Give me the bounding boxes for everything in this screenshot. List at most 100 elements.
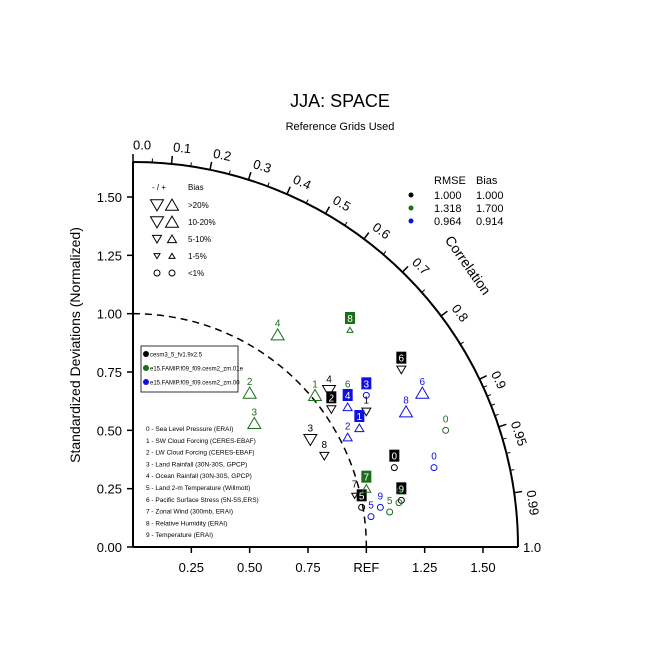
data-point-marker <box>325 405 337 415</box>
data-point: 1 <box>353 410 365 433</box>
bias-legend-label: <1% <box>188 269 204 278</box>
table-bias-value: 1.000 <box>476 190 504 202</box>
correlation-tick <box>324 206 331 214</box>
data-point-marker <box>362 391 370 399</box>
data-point: 2 <box>342 421 354 442</box>
bias-legend-label: 10-20% <box>188 218 216 227</box>
variable-list-item: 2 - LW Cloud Forcing (CERES-EBAF) <box>146 450 255 457</box>
axis-ticks: 0.000.250.500.751.001.251.500.25 0.50 0.75… <box>97 137 542 575</box>
bias-legend-marker-plus <box>168 269 176 277</box>
data-point-label: 6 <box>345 379 351 390</box>
y-tick-label: 0.25 <box>97 482 122 497</box>
data-point-marker <box>353 422 365 433</box>
data-point: 9 <box>395 487 403 507</box>
case-legend: cesm3_5_fv1.9x2.5 e15.FAMIP.f09_f09.cesm2… <box>140 345 244 393</box>
correlation-tick-label: 0.7 <box>409 255 432 278</box>
data-point-label: 6 <box>399 354 405 365</box>
data-point: 7 <box>350 480 359 500</box>
table-header-bias: Bias <box>476 175 498 187</box>
data-point-marker <box>318 451 330 462</box>
correlation-tick-label: 0.95 <box>508 419 530 448</box>
data-point-label: 8 <box>322 440 328 451</box>
data-point-label-box <box>361 470 372 483</box>
data-point: 3 <box>361 377 372 399</box>
data-point: 0 <box>389 449 400 472</box>
data-point: 6 <box>414 377 430 399</box>
correlation-tick <box>209 161 213 170</box>
correlation-tick-label: 0.99 <box>524 489 542 516</box>
y-tick-label: 1.00 <box>97 307 122 322</box>
correlation-tick <box>440 310 448 317</box>
case-legend-box <box>140 345 239 393</box>
data-point-marker <box>386 508 394 516</box>
data-point-marker <box>430 464 438 472</box>
correlation-tick <box>401 265 409 273</box>
data-point-label-box <box>326 391 337 404</box>
data-point-marker <box>376 503 384 511</box>
y-tick-label: 0.75 <box>97 365 122 380</box>
correlation-tick-label: 0.9 <box>488 368 509 391</box>
table-rmse-value: 0.964 <box>434 216 462 228</box>
chart-subtitle: Reference Grids Used <box>286 121 395 133</box>
variable-list: 0 - Sea Level Pressure (ERAI) 1 - SW Clou… <box>146 426 259 539</box>
data-point-marker <box>342 401 354 412</box>
correlation-minor-tick <box>506 451 511 454</box>
data-point-label: 4 <box>345 391 351 402</box>
correlation-minor-tick <box>305 199 309 204</box>
data-point-marker <box>367 513 375 521</box>
table-case-dot <box>408 218 414 224</box>
correlation-minor-tick <box>502 437 507 440</box>
correlation-tick <box>286 186 291 195</box>
data-point-label: 7 <box>364 473 370 484</box>
variable-list-item: 1 - SW Cloud Forcing (CERES-EBAF) <box>146 438 256 445</box>
y-tick-label: 1.25 <box>97 248 122 263</box>
correlation-minor-tick <box>344 221 348 226</box>
data-point-label: 5 <box>359 491 365 502</box>
bias-legend-label: 5-10% <box>188 235 211 244</box>
data-point-label: 1 <box>312 379 318 390</box>
bias-legend-marker-minus <box>153 253 161 260</box>
data-point: 5 <box>356 489 367 511</box>
correlation-tick <box>247 171 252 180</box>
data-point-label: 4 <box>326 375 332 386</box>
data-point-marker <box>390 464 398 472</box>
bias-legend-marker-minus <box>153 269 161 277</box>
data-point: 9 <box>396 482 407 504</box>
bias-legend-marker-minus <box>151 234 163 245</box>
case-legend-dot <box>143 365 149 371</box>
data-point-marker <box>395 499 403 507</box>
data-point-label-box <box>354 410 365 422</box>
data-point-label-box <box>342 389 353 401</box>
data-point-label-box <box>345 312 355 324</box>
data-point: 2 <box>325 391 337 415</box>
data-point-label: 8 <box>403 396 409 407</box>
table-rmse-value: 1.318 <box>434 203 462 215</box>
data-point-marker <box>350 492 359 500</box>
correlation-tick <box>514 490 523 494</box>
data-point-label: 4 <box>275 319 281 330</box>
data-point: 8 <box>398 396 414 418</box>
correlation-tick <box>170 155 174 165</box>
variable-list-item: 4 - Ocean Rainfall (30N-30S, GPCP) <box>146 473 252 480</box>
data-point: 4 <box>342 389 354 412</box>
correlation-minor-tick <box>190 162 192 167</box>
data-point-marker <box>360 483 372 493</box>
data-point: 3 <box>302 424 318 447</box>
bias-legend-marker-minus <box>149 216 165 229</box>
variable-list-item: 9 - Temperature (ERAI) <box>146 532 213 539</box>
correlation-minor-tick <box>382 251 387 255</box>
data-point: 2 <box>242 377 258 399</box>
variable-list-item: 5 - Land 2-m Temperature (Willmott) <box>146 485 250 492</box>
x-tick-label: 1.50 <box>470 560 495 575</box>
variable-list-item: 7 - Zonal Wind (300mb, ERAI) <box>146 509 233 516</box>
data-point-marker <box>321 384 337 398</box>
table-case-dot <box>408 192 414 198</box>
table-bias-value: 1.700 <box>476 203 504 215</box>
data-point-label-box <box>356 489 367 502</box>
correlation-tick-label: 0.0 <box>133 137 151 152</box>
data-point-label: 3 <box>364 379 370 390</box>
data-point-label-box <box>396 482 407 495</box>
correlation-axis-label: Correlation <box>442 232 494 297</box>
case-legend-label: e15.FAMIP.f09_f09.cesm2_zm.01e <box>150 367 244 373</box>
